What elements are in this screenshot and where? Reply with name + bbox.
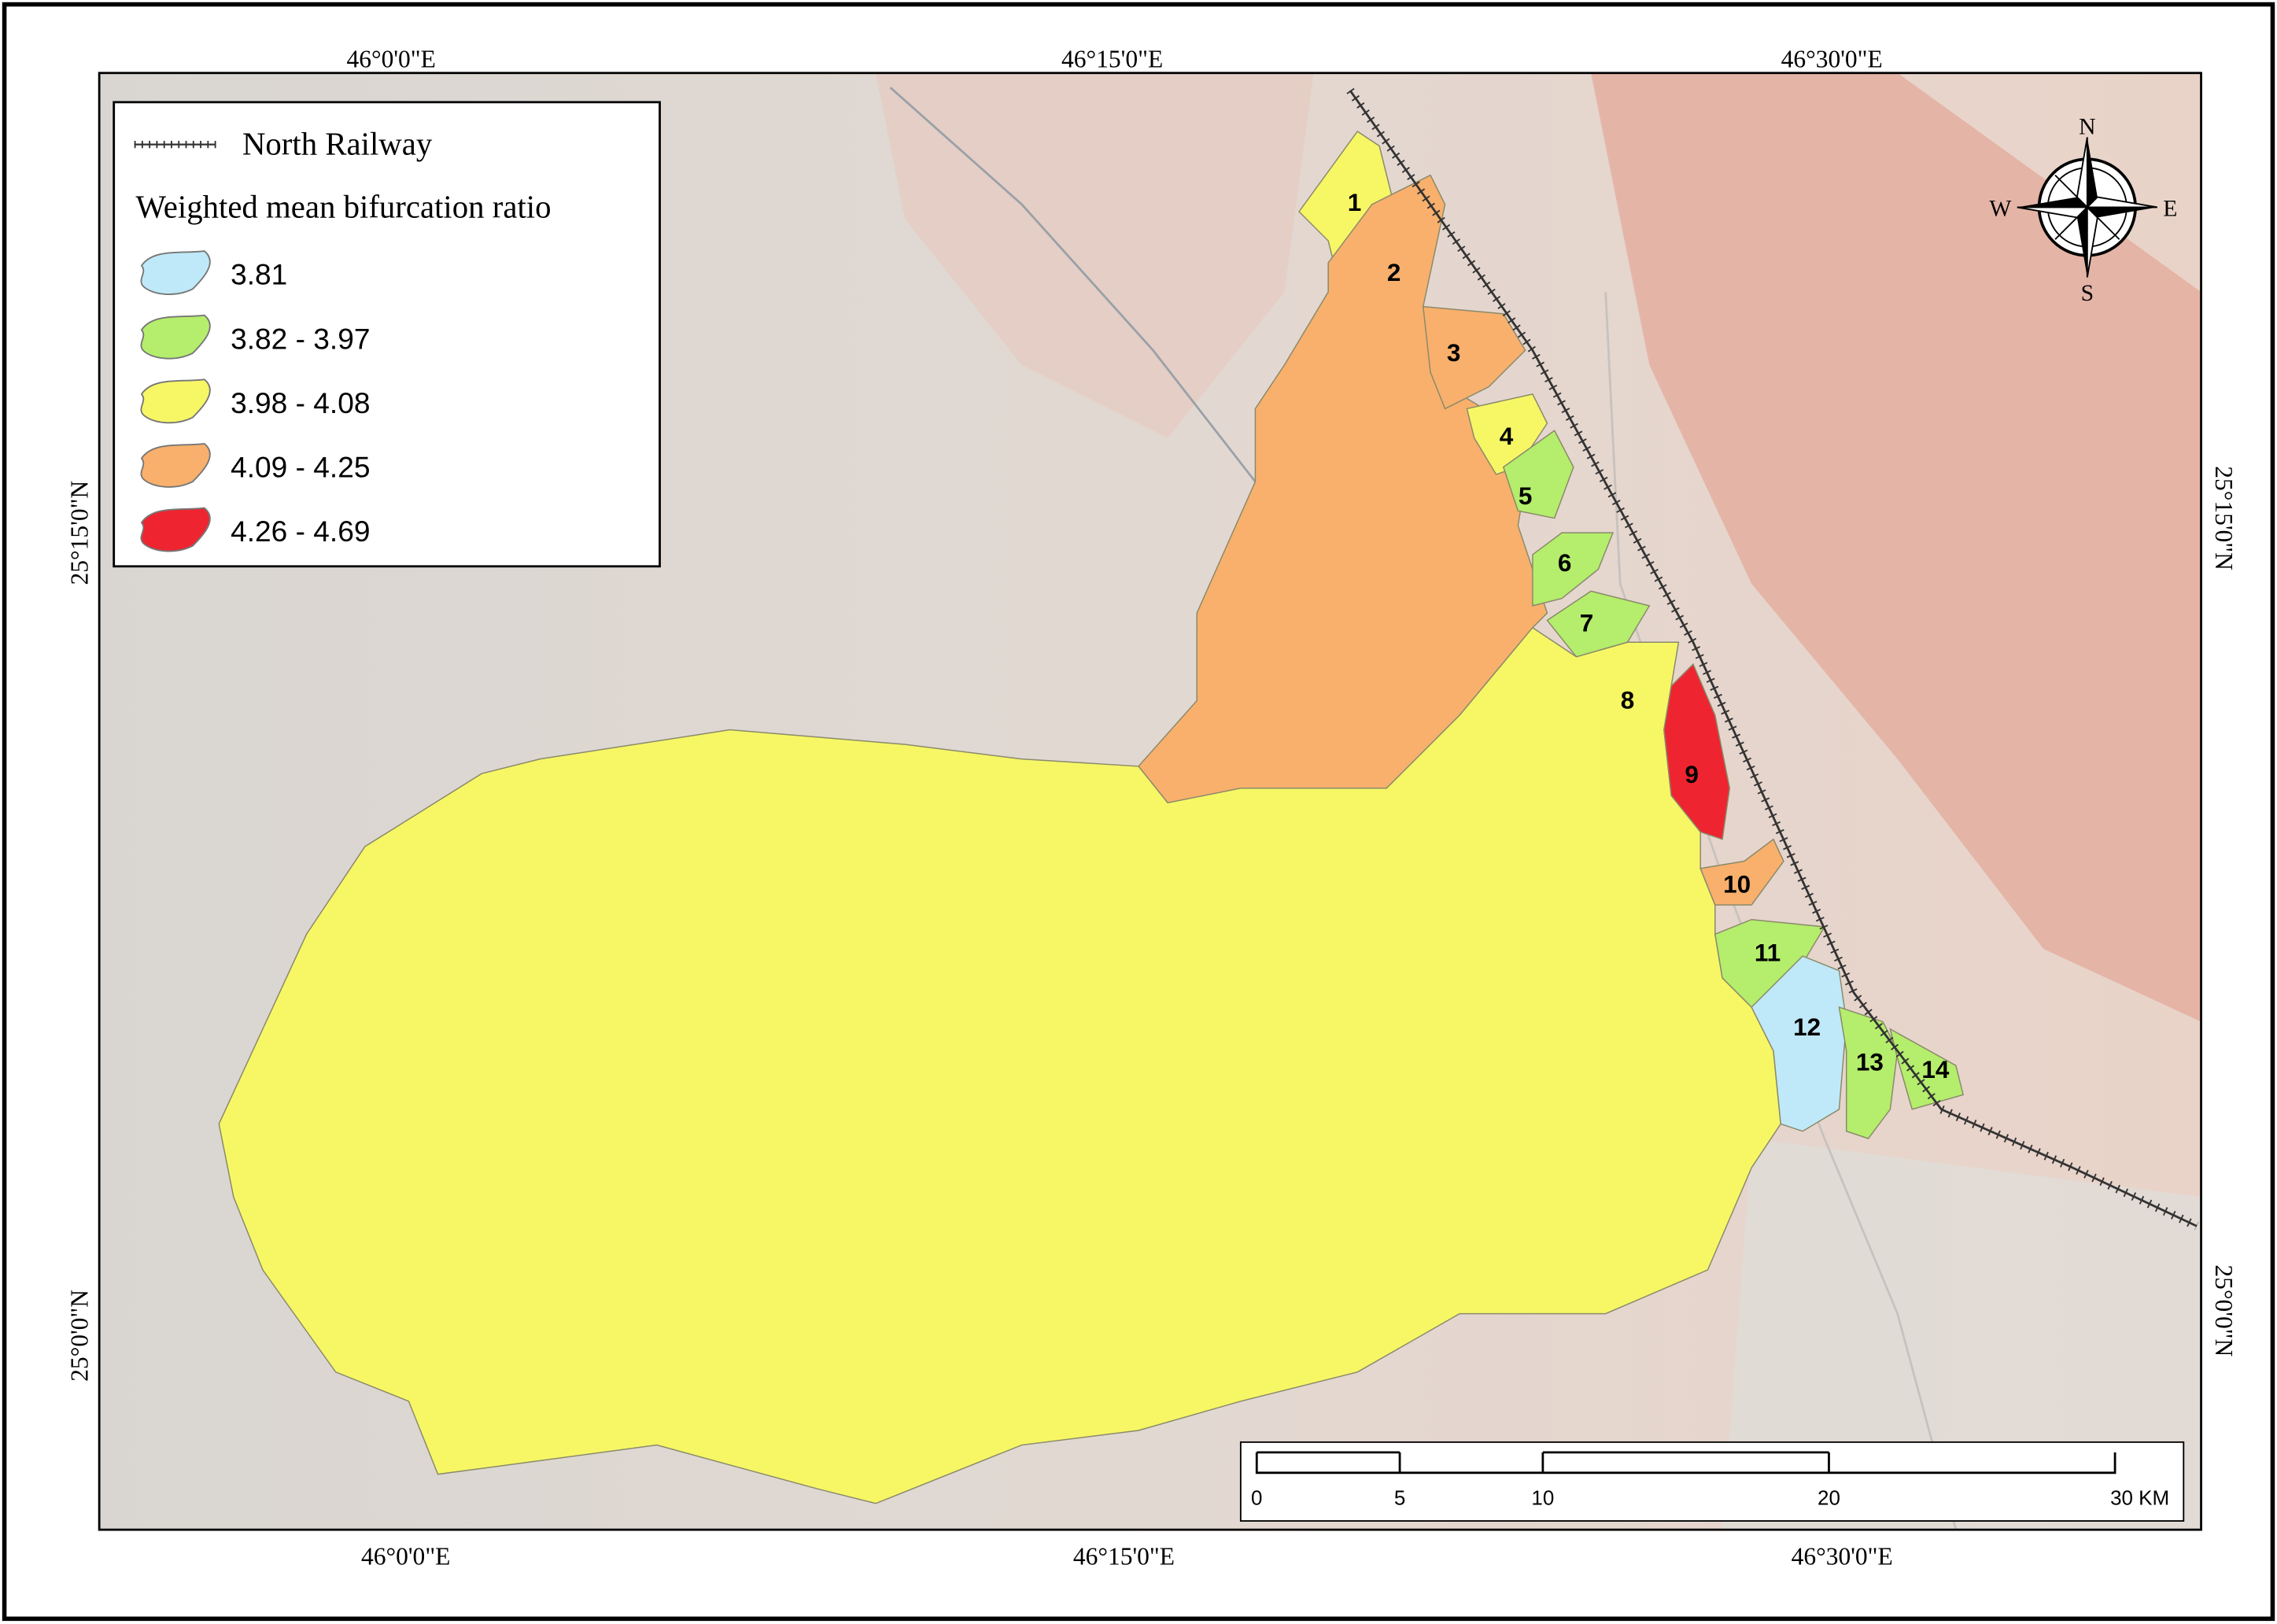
north-arrow: N E S W (1989, 115, 2177, 306)
basin-label: 4 (1500, 422, 1514, 450)
legend-swatch (140, 250, 211, 295)
legend-swatch (140, 378, 211, 424)
map-area: 1 2 3 4 5 6 7 8 9 10 11 12 13 14 N E S (99, 72, 2201, 1530)
graticule-label: 46°30'0"E (1792, 1543, 1893, 1570)
basin-label: 2 (1387, 258, 1401, 286)
sand-area (1591, 72, 2201, 1022)
basin (1422, 305, 1526, 410)
basin (1663, 663, 1731, 840)
scale-label: 10 (1531, 1486, 1554, 1510)
graticule-label: 25°0'0"N (2210, 1264, 2238, 1356)
basin-label: 1 (1348, 188, 1362, 216)
basin-label: 8 (1621, 686, 1635, 714)
basins (218, 130, 1965, 1504)
basin-label: 5 (1519, 482, 1533, 510)
basin-labels: 1 2 3 4 5 6 7 8 9 10 11 12 13 14 (1348, 188, 1950, 1083)
graticule-label: 46°15'0"E (1061, 45, 1163, 72)
scale-label: 0 (1251, 1486, 1262, 1510)
basin-label: 7 (1580, 608, 1594, 637)
basin-label: 13 (1856, 1048, 1884, 1076)
legend-swatch (140, 314, 211, 360)
graticule-label: 25°15'0"N (2210, 466, 2238, 570)
legend-label: 4.26 - 4.69 (231, 515, 370, 548)
basin (1532, 532, 1615, 607)
railway (1349, 90, 2198, 1227)
urban-area (1722, 1138, 2201, 1530)
compass-s: S (2081, 281, 2094, 306)
legend-label: 4.09 - 4.25 (231, 451, 370, 484)
graticule-label: 25°0'0"N (65, 1290, 93, 1382)
graticule-label: 25°15'0"N (65, 481, 93, 585)
basin-label: 14 (1921, 1055, 1950, 1083)
basin (1699, 838, 1784, 906)
terrain (876, 72, 1314, 438)
legend-swatch (140, 442, 211, 488)
legend-railway: North Railway (242, 127, 433, 162)
basin (1502, 430, 1574, 519)
legend-swatch (140, 507, 211, 552)
basin (1751, 955, 1847, 1132)
legend-label: 3.81 (231, 258, 287, 291)
scale-label: 30 KM (2110, 1486, 2169, 1510)
graticule-label: 46°15'0"E (1073, 1543, 1175, 1570)
basin-label: 10 (1723, 869, 1751, 898)
basin (1546, 590, 1651, 658)
graticule-label: 46°0'0"E (346, 45, 435, 72)
road (889, 87, 1257, 483)
compass-n: N (2079, 115, 2095, 140)
scale-label: 5 (1394, 1486, 1405, 1510)
legend-title: Weighted mean bifurcation ratio (136, 189, 552, 224)
map-frame (98, 72, 2202, 1531)
basin-label: 9 (1685, 760, 1699, 788)
graticule-labels: 46°0'0"E 46°15'0"E 46°30'0"E 46°0'0"E 46… (65, 45, 2238, 1570)
basin-label: 3 (1447, 338, 1461, 367)
legend-label: 3.98 - 4.08 (231, 386, 370, 419)
scale-label: 20 (1818, 1486, 1840, 1510)
legend: North Railway Weighted mean bifurcation … (113, 101, 661, 568)
graticule-label: 46°30'0"E (1781, 45, 1883, 72)
scale-bar: 0 5 10 20 30 KM (1239, 1441, 2185, 1522)
basin (1838, 1006, 1899, 1139)
compass-e: E (2163, 197, 2177, 222)
basin-label: 11 (1755, 939, 1781, 967)
basin-label: 6 (1558, 548, 1572, 577)
graticule-label: 46°0'0"E (361, 1543, 450, 1570)
compass-w: W (1989, 197, 2011, 222)
basin-label: 12 (1793, 1013, 1821, 1041)
legend-label: 3.82 - 3.97 (231, 322, 370, 355)
